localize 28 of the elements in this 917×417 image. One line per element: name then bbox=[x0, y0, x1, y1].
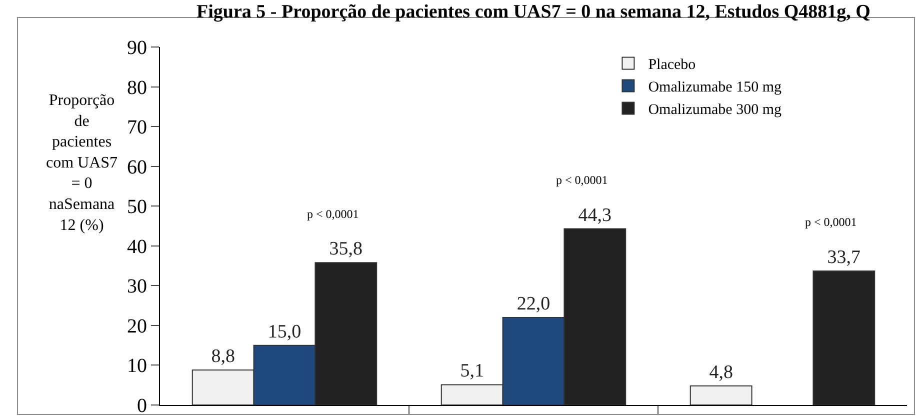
data-label: 8,8 bbox=[211, 346, 235, 367]
y-tick-label: 70 bbox=[127, 116, 147, 139]
data-label: 35,8 bbox=[329, 238, 363, 260]
data-label: 15,0 bbox=[268, 321, 302, 342]
y-tick-label: 60 bbox=[127, 156, 147, 178]
y-tick-label: 20 bbox=[127, 315, 147, 338]
y-tick-label: 80 bbox=[127, 76, 147, 99]
legend-label: Placebo bbox=[648, 57, 696, 74]
data-label: 5,1 bbox=[460, 360, 484, 382]
data-label: 44,3 bbox=[578, 204, 612, 226]
y-tick-label: 90 bbox=[127, 37, 147, 59]
bar bbox=[812, 270, 876, 405]
y-tick-label: 30 bbox=[127, 276, 147, 298]
y-tick-label: 0 bbox=[137, 395, 147, 417]
y-tick-label: 50 bbox=[127, 196, 147, 218]
chart-title: Figura 5 - Proporção de pacientes com UAS7 = 0 na semana 12, Estudos Q4881g, Q bbox=[196, 1, 870, 22]
y-tick-label: 10 bbox=[127, 355, 147, 378]
legend-label: Omalizumabe 300 mg bbox=[648, 102, 782, 118]
y-tick-label: 40 bbox=[127, 236, 147, 258]
legend-label: Omalizumabe 150 mg bbox=[648, 80, 782, 96]
annotation: p < 0,0001 bbox=[307, 207, 359, 221]
bar bbox=[690, 385, 752, 405]
data-label: 22,0 bbox=[516, 293, 550, 314]
y-axis-title: Proporção de pacientes com UAS7 = 0 naSemana 12 (%) bbox=[46, 92, 118, 234]
data-label: 4,8 bbox=[709, 362, 733, 383]
data-label: 33,7 bbox=[827, 246, 861, 268]
annotation: p < 0,0001 bbox=[805, 215, 857, 229]
annotation: p < 0,0001 bbox=[556, 173, 608, 187]
